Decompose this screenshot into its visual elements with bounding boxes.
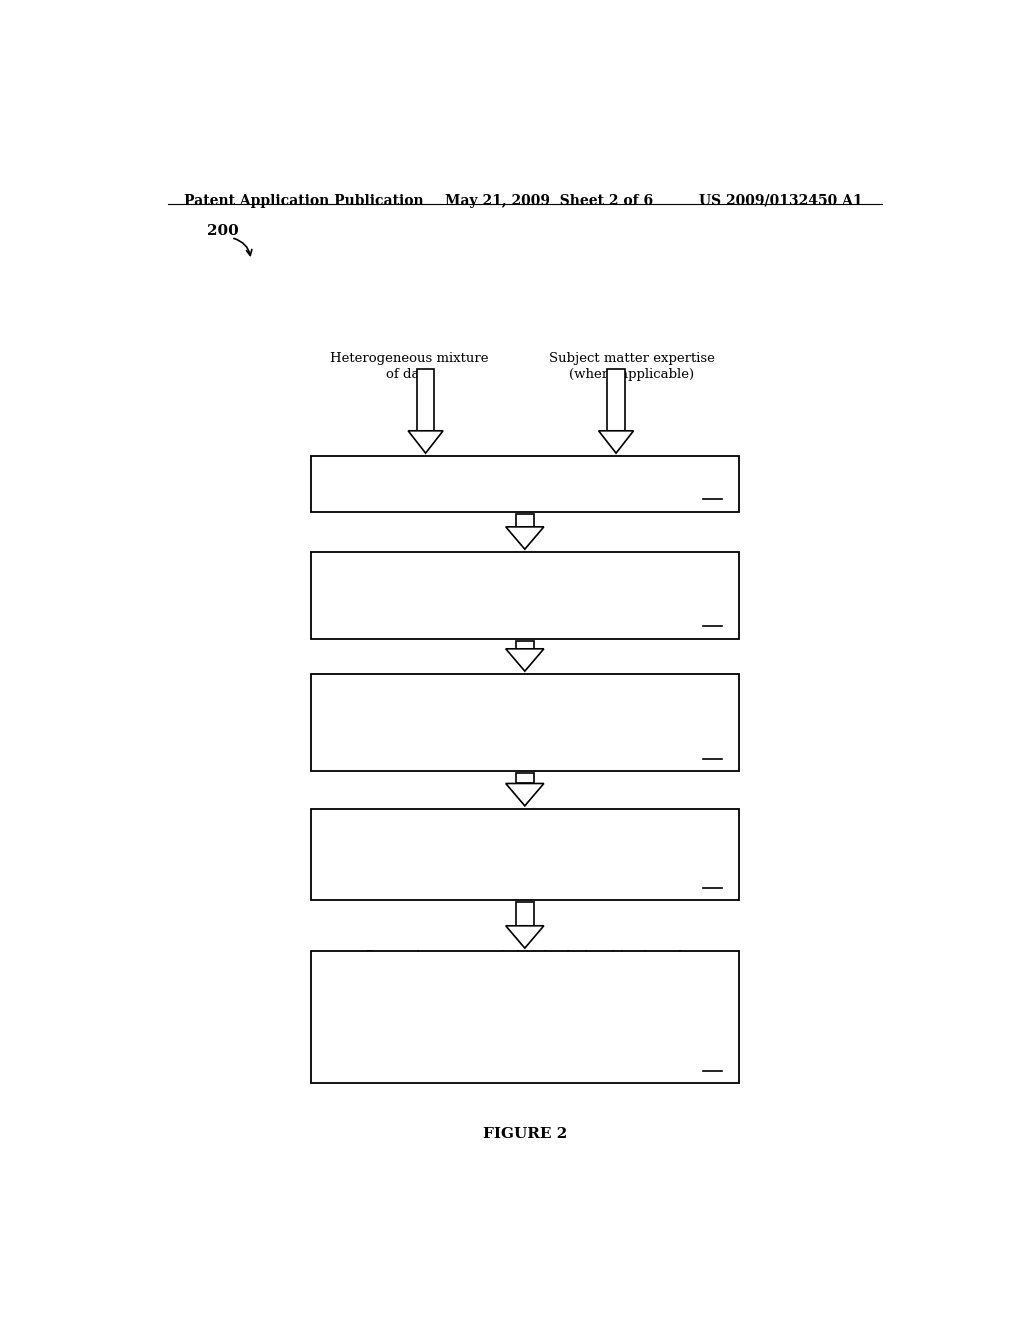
Text: Obtain fitted values based on the extended (or
initial) model, and form residual: Obtain fitted values based on the extend… (369, 813, 681, 876)
Polygon shape (409, 430, 443, 453)
Text: 250: 250 (693, 1053, 722, 1067)
Text: Subject matter expertise
(where applicable): Subject matter expertise (where applicab… (549, 351, 715, 380)
Text: Determine systematic local relationships based
upon multivariate conditional dis: Determine systematic local relationships… (357, 949, 692, 1065)
Text: 200: 200 (207, 224, 240, 239)
Polygon shape (599, 430, 634, 453)
Text: (Optional) Estimate extended systematic global
relationships between dependent a: (Optional) Estimate extended systematic … (366, 680, 684, 744)
Bar (607, 368, 625, 430)
Text: US 2009/0132450 A1: US 2009/0132450 A1 (699, 194, 863, 209)
FancyBboxPatch shape (310, 675, 739, 771)
Bar (516, 903, 534, 925)
Text: May 21, 2009  Sheet 2 of 6: May 21, 2009 Sheet 2 of 6 (445, 194, 653, 209)
Text: Select a relevant data set: Select a relevant data set (439, 467, 610, 480)
Text: Heterogeneous mixture
of data: Heterogeneous mixture of data (331, 351, 489, 380)
Bar (516, 513, 534, 527)
FancyBboxPatch shape (310, 455, 739, 512)
FancyBboxPatch shape (310, 952, 739, 1084)
Text: 210: 210 (692, 482, 722, 495)
Bar (516, 772, 534, 784)
Text: 240: 240 (692, 870, 722, 884)
Text: Patent Application Publication: Patent Application Publication (183, 194, 423, 209)
Text: FIGURE 2: FIGURE 2 (482, 1127, 567, 1142)
FancyBboxPatch shape (310, 809, 739, 900)
Bar (516, 640, 534, 649)
Text: Estimate initial global relationships between
dependent and independent variable: Estimate initial global relationships be… (375, 562, 675, 609)
Text: 230: 230 (693, 741, 722, 755)
Bar (417, 368, 434, 430)
Polygon shape (506, 527, 544, 549)
Text: 220: 220 (693, 609, 722, 623)
Polygon shape (506, 649, 544, 671)
FancyBboxPatch shape (310, 552, 739, 639)
Polygon shape (506, 925, 544, 948)
Polygon shape (506, 784, 544, 805)
